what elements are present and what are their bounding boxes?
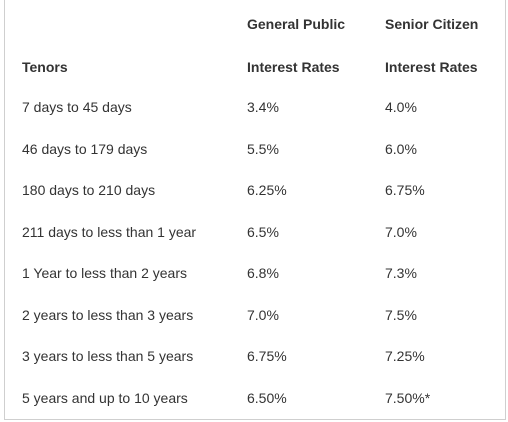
- row-5-senior-rate: 7.3%: [385, 265, 417, 281]
- row-4-senior-rate: 7.0%: [385, 224, 417, 240]
- row-4-tenor: 211 days to less than 1 year: [22, 224, 197, 240]
- row-8-tenor: 5 years and up to 10 years: [22, 390, 188, 406]
- interest-rate-table: General Public Senior Citizen Tenors Int…: [4, 0, 506, 420]
- row-6-senior-rate: 7.5%: [385, 307, 417, 323]
- header-general-interest-rates: Interest Rates: [247, 59, 340, 75]
- row-6-tenor: 2 years to less than 3 years: [22, 307, 194, 323]
- row-2-general-rate: 5.5%: [247, 141, 279, 157]
- header-senior-citizen: Senior Citizen: [385, 16, 479, 32]
- row-3-tenor: 180 days to 210 days: [22, 182, 156, 198]
- row-2-tenor: 46 days to 179 days: [22, 141, 148, 157]
- row-8-general-rate: 6.50%: [247, 390, 287, 406]
- row-4-general-rate: 6.5%: [247, 224, 279, 240]
- row-3-senior-rate: 6.75%: [385, 182, 425, 198]
- row-5-tenor: 1 Year to less than 2 years: [22, 265, 187, 281]
- row-1-general-rate: 3.4%: [247, 99, 279, 115]
- row-2-senior-rate: 6.0%: [385, 141, 417, 157]
- row-7-tenor: 3 years to less than 5 years: [22, 348, 194, 364]
- row-8-senior-rate: 7.50%*: [385, 390, 431, 406]
- header-tenors: Tenors: [22, 59, 68, 75]
- row-5-general-rate: 6.8%: [247, 265, 279, 281]
- row-6-general-rate: 7.0%: [247, 307, 279, 323]
- header-general-public: General Public: [247, 16, 346, 32]
- row-1-senior-rate: 4.0%: [385, 99, 417, 115]
- row-7-general-rate: 6.75%: [247, 348, 287, 364]
- row-7-senior-rate: 7.25%: [385, 348, 425, 364]
- row-1-tenor: 7 days to 45 days: [22, 99, 132, 115]
- row-3-general-rate: 6.25%: [247, 182, 287, 198]
- header-senior-interest-rates: Interest Rates: [385, 59, 478, 75]
